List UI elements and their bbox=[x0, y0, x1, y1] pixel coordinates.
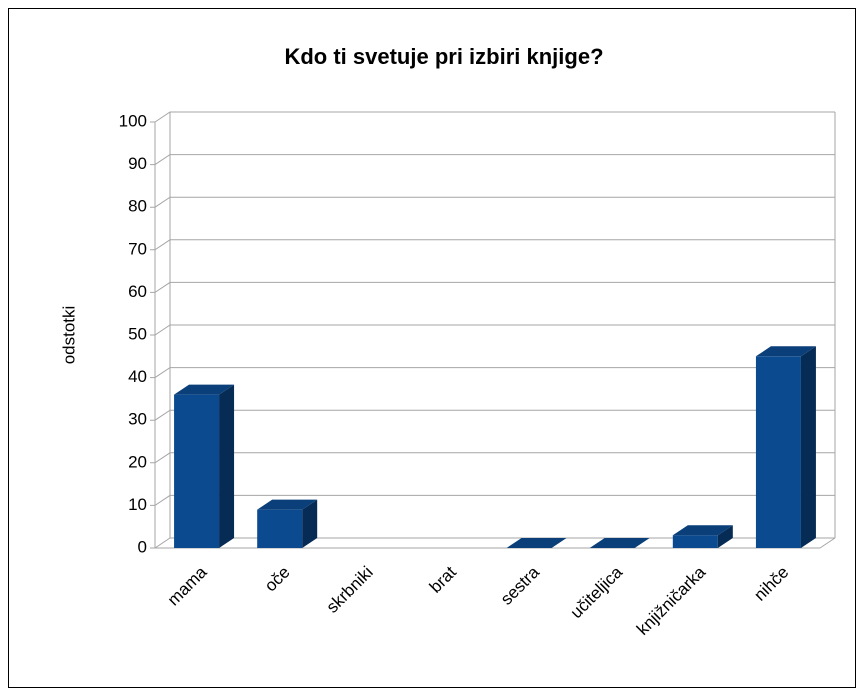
y-tick-label: 100 bbox=[119, 111, 147, 130]
y-tick-label: 60 bbox=[128, 282, 147, 301]
bar-side bbox=[302, 499, 318, 548]
bar-front bbox=[755, 356, 801, 548]
grid-line bbox=[150, 196, 835, 208]
y-tick-label: 10 bbox=[128, 495, 147, 514]
grid-line bbox=[150, 239, 835, 251]
y-tick-label: 20 bbox=[128, 452, 147, 471]
bar-top bbox=[589, 538, 650, 548]
y-tick-label: 30 bbox=[128, 410, 147, 429]
grid-line bbox=[150, 154, 835, 166]
y-tick-label: 70 bbox=[128, 239, 147, 258]
y-axis-label: odstotki bbox=[59, 306, 78, 365]
bar bbox=[506, 538, 567, 548]
y-tick-label: 40 bbox=[128, 367, 147, 386]
y-tick-label: 90 bbox=[128, 154, 147, 173]
bar-side bbox=[717, 525, 733, 548]
bar-side bbox=[800, 346, 816, 548]
bar bbox=[174, 384, 235, 548]
grid-line bbox=[150, 452, 835, 464]
chart-frame bbox=[8, 8, 856, 688]
bar-side bbox=[219, 384, 235, 548]
bar-top bbox=[174, 384, 235, 395]
bar bbox=[257, 499, 318, 548]
bar-front bbox=[174, 394, 220, 548]
bar-front bbox=[257, 509, 303, 548]
grid-line bbox=[150, 494, 835, 506]
bar-top bbox=[257, 499, 318, 510]
grid-line bbox=[150, 409, 835, 421]
bar bbox=[672, 525, 733, 548]
bar-top bbox=[672, 525, 733, 536]
floor-right bbox=[819, 537, 836, 549]
grid-line bbox=[150, 537, 835, 549]
y-tick-label: 80 bbox=[128, 197, 147, 216]
bar-top bbox=[506, 538, 567, 548]
grid-line bbox=[150, 367, 835, 379]
y-tick-label: 50 bbox=[128, 324, 147, 343]
bar bbox=[755, 346, 816, 548]
bar-top bbox=[755, 346, 816, 357]
bar-front bbox=[672, 535, 718, 548]
grid-line bbox=[150, 324, 835, 336]
y-tick-label: 0 bbox=[138, 537, 147, 556]
bar bbox=[589, 538, 650, 548]
chart-title: Kdo ti svetuje pri izbiri knjige? bbox=[284, 44, 603, 69]
grid-line bbox=[150, 281, 835, 293]
grid-line bbox=[150, 111, 835, 123]
